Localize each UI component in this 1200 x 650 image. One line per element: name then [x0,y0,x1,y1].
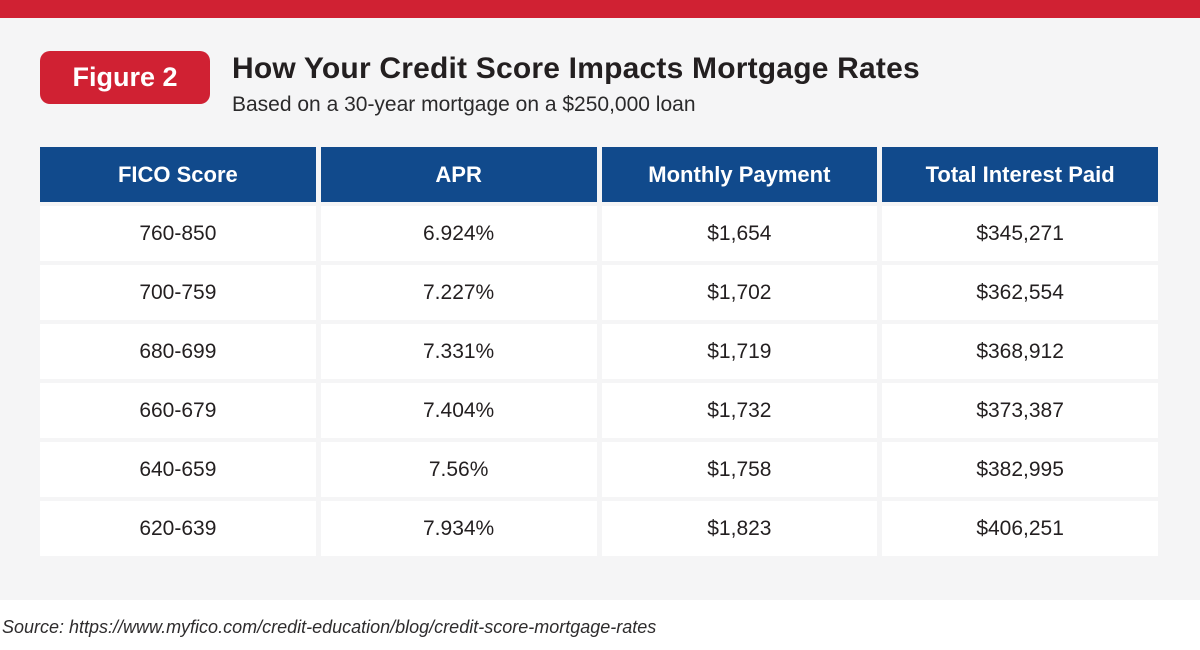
title-block: How Your Credit Score Impacts Mortgage R… [232,51,920,117]
table-cell: $406,251 [882,501,1158,556]
table-cell: 760-850 [40,206,316,261]
column-header-total-interest-paid: Total Interest Paid [882,147,1158,202]
figure-card: Figure 2 How Your Credit Score Impacts M… [0,18,1200,600]
table-cell: $1,702 [601,265,878,320]
figure-badge: Figure 2 [40,51,210,104]
table-cell: 6.924% [320,206,597,261]
table-cell: $373,387 [882,383,1158,438]
table-cell: $1,719 [601,324,878,379]
mortgage-rates-table: FICO Score APR Monthly Payment Total Int… [40,147,1158,556]
table-cell: 620-639 [40,501,316,556]
table-cell: 700-759 [40,265,316,320]
table-cell: $1,823 [601,501,878,556]
table-cell: 7.227% [320,265,597,320]
source-citation: Source: https://www.myfico.com/credit-ed… [2,617,657,637]
column-header-fico-score: FICO Score [40,147,316,202]
table-cell: $1,732 [601,383,878,438]
table-cell: 7.404% [320,383,597,438]
table-cell: $382,995 [882,442,1158,497]
table-cell: 7.331% [320,324,597,379]
table-cell: $368,912 [882,324,1158,379]
table-cell: 660-679 [40,383,316,438]
table-cell: 7.56% [320,442,597,497]
column-header-monthly-payment: Monthly Payment [601,147,878,202]
top-accent-bar [0,0,1200,18]
figure-badge-label: Figure 2 [72,62,178,92]
table-cell: 680-699 [40,324,316,379]
figure-subtitle: Based on a 30-year mortgage on a $250,00… [232,93,696,116]
table-cell: 640-659 [40,442,316,497]
table-cell: $362,554 [882,265,1158,320]
table-cell: $345,271 [882,206,1158,261]
table-cell: $1,758 [601,442,878,497]
table-cell: $1,654 [601,206,878,261]
figure-header: Figure 2 How Your Credit Score Impacts M… [40,51,920,117]
figure-title: How Your Credit Score Impacts Mortgage R… [232,52,920,85]
table-cell: 7.934% [320,501,597,556]
column-header-apr: APR [320,147,597,202]
